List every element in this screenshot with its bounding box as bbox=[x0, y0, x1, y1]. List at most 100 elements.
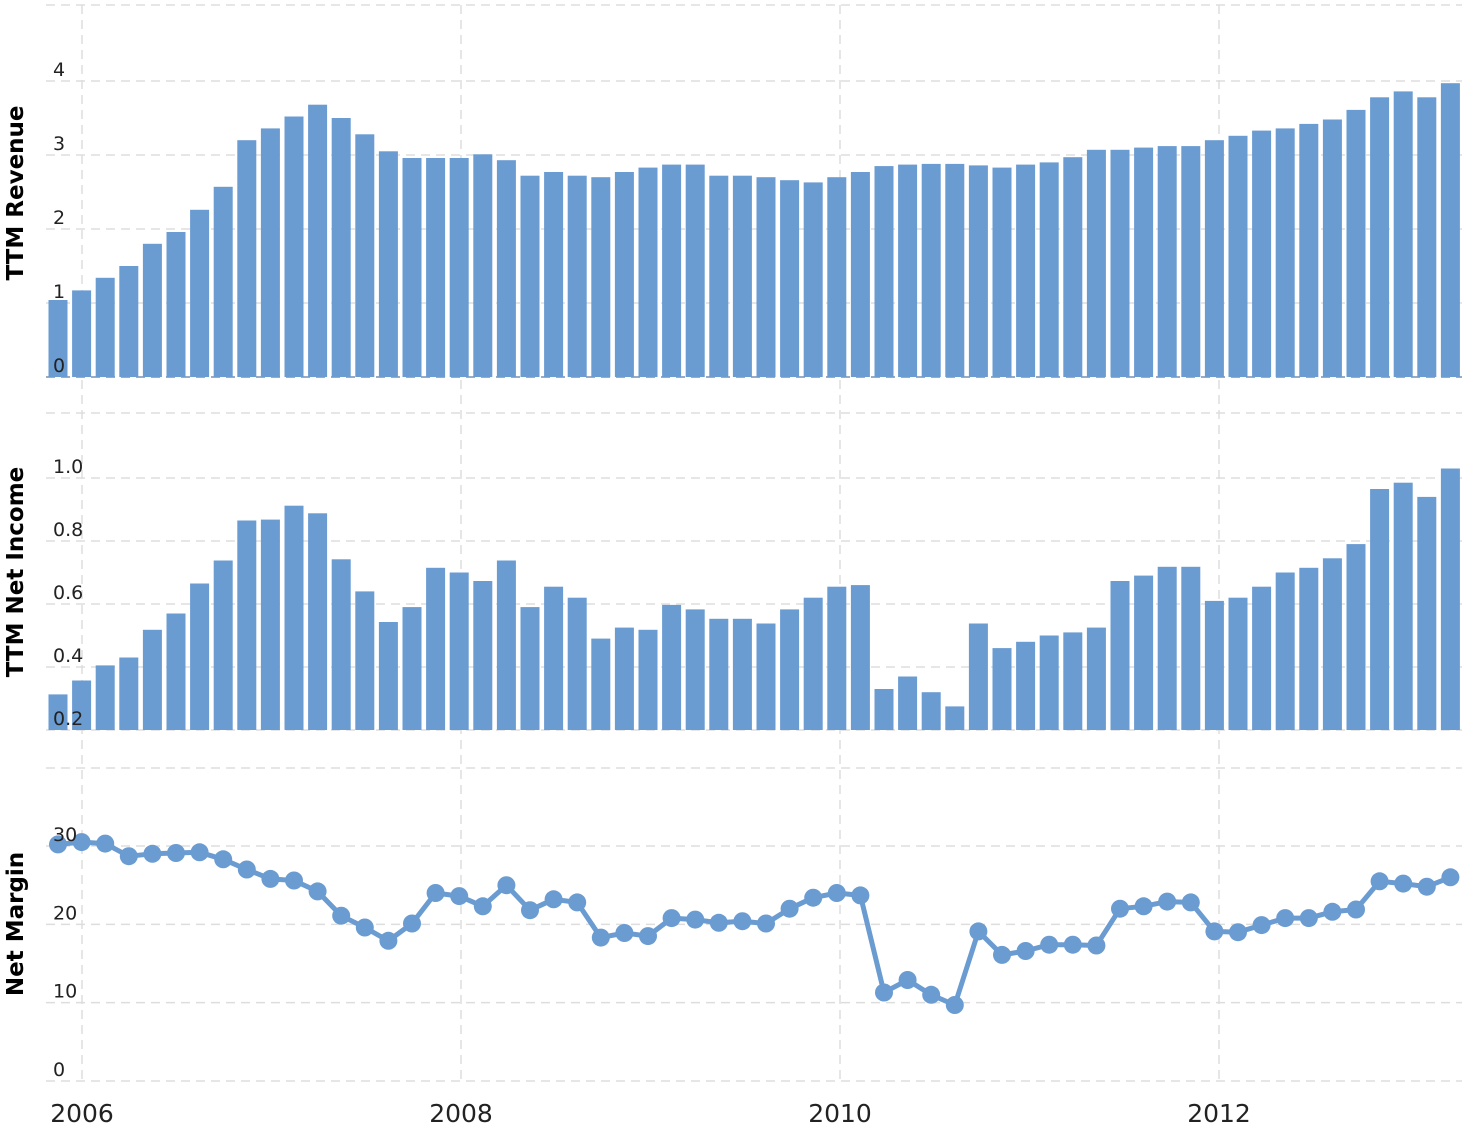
revenue-bar bbox=[968, 165, 988, 377]
net-margin-point bbox=[733, 912, 752, 931]
net-margin-point bbox=[237, 860, 256, 879]
net-margin-point bbox=[1158, 892, 1177, 911]
revenue-bar bbox=[213, 186, 233, 377]
net_income-bar bbox=[1039, 635, 1059, 730]
net_income-bar bbox=[544, 586, 564, 730]
net_income-bar bbox=[850, 585, 870, 730]
net-margin-point bbox=[898, 971, 917, 989]
net_income-bar bbox=[662, 604, 682, 730]
net-margin-point bbox=[1016, 942, 1035, 960]
net_income-bar bbox=[898, 676, 918, 730]
net_income-bar bbox=[520, 607, 540, 730]
net-margin-point bbox=[1181, 893, 1200, 912]
net_income-bar bbox=[166, 613, 186, 730]
net-margin-point bbox=[332, 906, 351, 925]
net_income-bar bbox=[709, 618, 729, 730]
y-tick-label: 20 bbox=[53, 902, 77, 924]
x-tick-label: 2012 bbox=[1187, 1099, 1251, 1128]
net-margin-point bbox=[379, 931, 398, 950]
revenue-bar bbox=[1299, 123, 1319, 378]
net-margin-point bbox=[1111, 899, 1129, 918]
net-margin-point bbox=[1134, 897, 1153, 916]
revenue-bar bbox=[331, 118, 351, 377]
revenue-bar bbox=[1346, 109, 1366, 378]
net_income-bar bbox=[591, 638, 611, 730]
revenue-bar bbox=[473, 154, 493, 377]
revenue-bar bbox=[1252, 130, 1272, 377]
y-tick-label: 2 bbox=[53, 207, 65, 229]
net-margin-point bbox=[1040, 935, 1059, 954]
net-margin-point bbox=[922, 985, 941, 1004]
net-margin-point bbox=[615, 924, 634, 942]
revenue-bar bbox=[237, 140, 257, 377]
revenue-bar bbox=[1417, 97, 1437, 378]
revenue-bar bbox=[119, 266, 139, 377]
net_income-bar bbox=[567, 597, 587, 730]
y-tick-label: 4 bbox=[53, 59, 65, 81]
net-margin-point bbox=[1087, 936, 1106, 955]
revenue-bar bbox=[662, 164, 682, 377]
net-margin-point bbox=[1063, 935, 1082, 954]
revenue-bar bbox=[614, 172, 634, 377]
revenue-bars bbox=[48, 83, 1460, 378]
revenue-bar bbox=[496, 160, 516, 377]
net-margin-point bbox=[875, 983, 893, 1002]
axis-title-revenue: TTM Revenue bbox=[3, 105, 29, 280]
net_income-bar bbox=[378, 622, 398, 730]
net-margin-point bbox=[757, 914, 775, 933]
revenue-bar bbox=[1110, 149, 1130, 377]
revenue-bar bbox=[945, 163, 965, 377]
net_income-bar bbox=[308, 513, 328, 730]
revenue-bar bbox=[1039, 162, 1059, 377]
net_income-bar bbox=[1110, 581, 1130, 730]
revenue-bar bbox=[1275, 128, 1295, 377]
net-margin-point bbox=[450, 887, 469, 906]
net-margin-point bbox=[355, 918, 374, 937]
net-margin-point bbox=[167, 844, 185, 862]
net_income-bar bbox=[874, 689, 894, 730]
revenue-bar bbox=[1228, 135, 1248, 377]
x-tick-labels: 20062008201020122014201620182020 bbox=[50, 1099, 1251, 1128]
net_income-bar bbox=[72, 680, 92, 730]
net-margin-point bbox=[804, 888, 823, 907]
net_income-bar bbox=[1322, 558, 1342, 730]
y-tick-label: 0 bbox=[53, 355, 65, 377]
net_income-bar bbox=[921, 692, 941, 730]
revenue-bar bbox=[1440, 83, 1460, 377]
revenue-bar bbox=[544, 172, 564, 377]
net_income-bar bbox=[1181, 566, 1201, 730]
net-margin-point bbox=[497, 876, 516, 895]
net_income-bar bbox=[1228, 597, 1248, 730]
revenue-bar bbox=[921, 163, 941, 377]
revenue-bar bbox=[355, 134, 375, 377]
net_income-bar bbox=[1417, 496, 1437, 730]
net-margin-point bbox=[780, 899, 799, 918]
y-tick-label: 0.2 bbox=[53, 708, 83, 730]
revenue-bar bbox=[1204, 140, 1224, 377]
net-margin-point bbox=[308, 882, 327, 901]
revenue-bar bbox=[1181, 146, 1201, 377]
revenue-bar bbox=[426, 158, 446, 377]
y-tick-label: 30 bbox=[53, 824, 77, 846]
net_income-bar bbox=[1393, 482, 1413, 730]
net-margin-point bbox=[993, 945, 1011, 964]
revenue-bar bbox=[850, 172, 870, 377]
net-margin-point bbox=[72, 833, 91, 852]
net_income-bar bbox=[638, 629, 658, 730]
net_income-bar bbox=[426, 567, 446, 730]
revenue-bar bbox=[402, 158, 422, 377]
net_income-bar bbox=[685, 609, 705, 730]
net-margin-point bbox=[473, 897, 492, 916]
net-margin-point bbox=[214, 850, 233, 869]
y-tick-label: 0.6 bbox=[53, 582, 83, 604]
revenue-bar bbox=[1157, 146, 1177, 377]
y-tick-label: 3 bbox=[53, 133, 65, 155]
net-margin-point bbox=[1205, 922, 1224, 941]
net-margin-point bbox=[709, 913, 728, 932]
x-tick-label: 2008 bbox=[429, 1099, 493, 1128]
net_income-bar bbox=[1299, 567, 1319, 730]
net_income-bar bbox=[190, 583, 210, 730]
revenue-bar bbox=[638, 167, 658, 377]
revenue-bar bbox=[308, 104, 328, 377]
net_income-bar bbox=[1134, 575, 1154, 730]
